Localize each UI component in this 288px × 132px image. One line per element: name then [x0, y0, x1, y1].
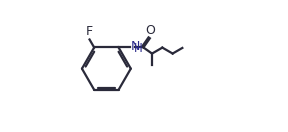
Text: N: N	[131, 40, 141, 53]
Text: O: O	[145, 24, 156, 37]
Text: H: H	[134, 42, 143, 55]
Text: F: F	[86, 25, 93, 38]
